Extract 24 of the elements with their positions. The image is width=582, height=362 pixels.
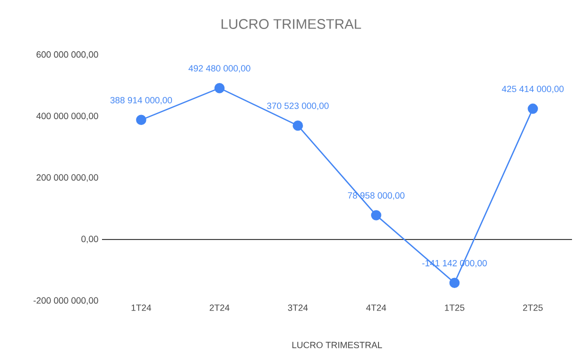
x-tick-label: 1T24: [132, 304, 152, 311]
x-tick-label: 1T25: [444, 304, 464, 311]
point: [371, 210, 382, 220]
x-axis-title: LUCRO TRIMESTRAL: [292, 342, 382, 348]
y-tick-label: 600 000 000,00: [36, 51, 98, 59]
data-label: 370 523 000,00: [267, 102, 329, 110]
point: [292, 120, 303, 131]
x-tick-label: 2T24: [210, 304, 230, 311]
x-tick-label: 2T25: [523, 304, 543, 311]
y-tick-label: -200 000 000,00: [34, 297, 98, 305]
point: [136, 114, 146, 126]
data-label: 492 480 000,00: [188, 65, 250, 73]
x-tick-label: 3T24: [288, 304, 308, 311]
x-tick-label: 4T24: [366, 304, 386, 311]
point: [449, 278, 460, 288]
data-label: 388 914 000,00: [110, 96, 172, 104]
y-tick-label: 400 000 000,00: [36, 112, 98, 120]
data-label: 78 958 000,00: [348, 192, 404, 200]
y-tick-label: 200 000 000,00: [36, 174, 98, 182]
point: [214, 82, 225, 94]
data-label: 425 414 000,00: [502, 86, 564, 94]
point: [528, 104, 538, 114]
chart-title: LUCRO TRIMESTRAL: [222, 19, 362, 29]
y-tick-label: 0,00: [81, 236, 98, 244]
